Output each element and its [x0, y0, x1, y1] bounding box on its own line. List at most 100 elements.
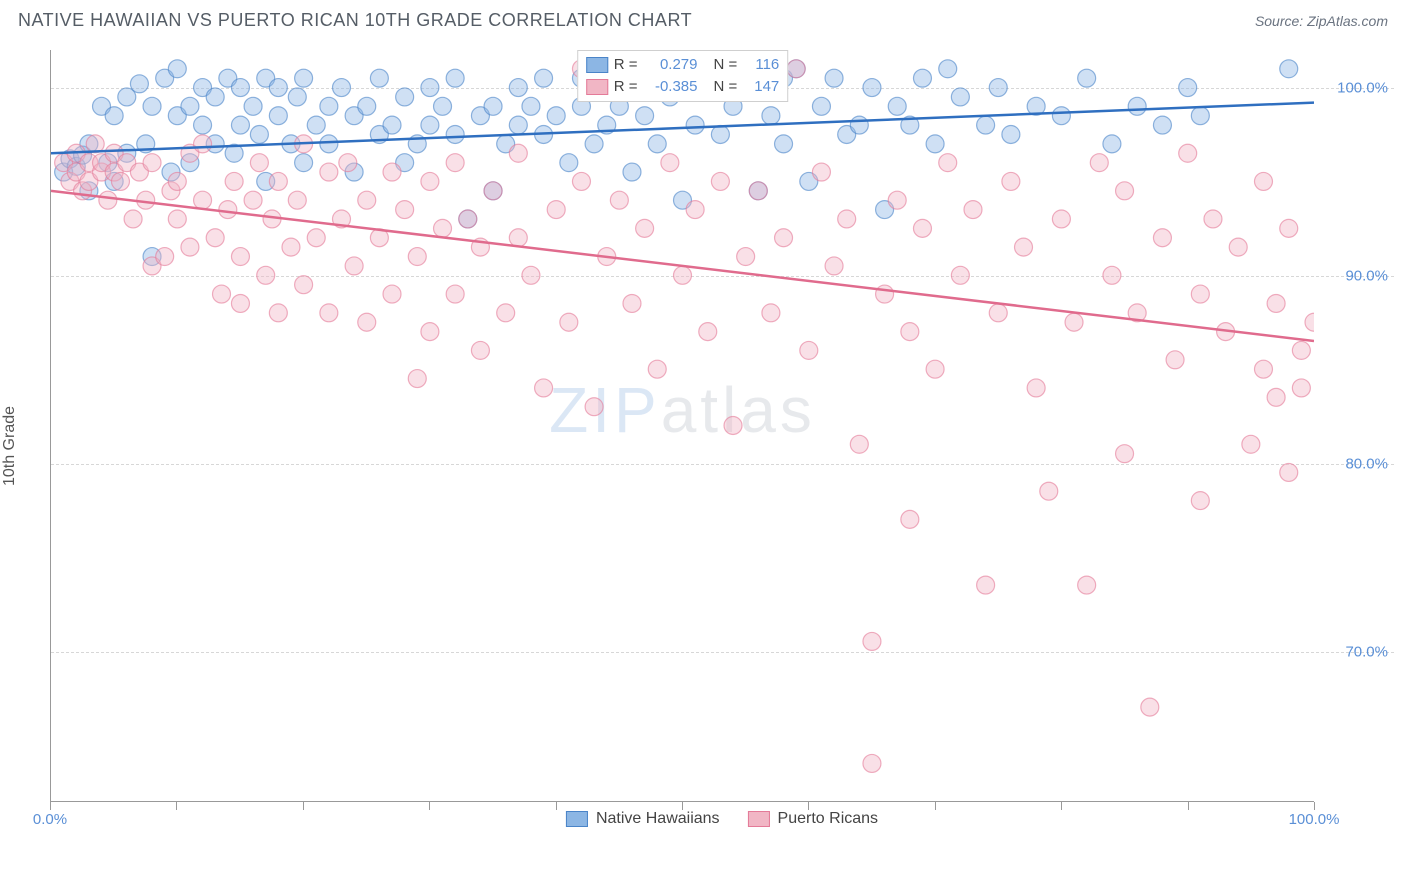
scatter-plot — [51, 50, 1314, 801]
data-point — [737, 248, 755, 266]
data-point — [358, 97, 376, 115]
data-point — [686, 201, 704, 219]
data-point — [1002, 125, 1020, 143]
x-tick — [1188, 802, 1189, 810]
data-point — [194, 191, 212, 209]
data-point — [358, 191, 376, 209]
data-point — [99, 191, 117, 209]
data-point — [421, 323, 439, 341]
data-point — [396, 88, 414, 106]
data-point — [383, 285, 401, 303]
x-tick — [429, 802, 430, 810]
data-point — [1002, 172, 1020, 190]
legend-r-label: R = — [614, 54, 638, 76]
data-point — [989, 304, 1007, 322]
data-point — [339, 154, 357, 172]
data-point — [964, 201, 982, 219]
data-point — [295, 69, 313, 87]
data-point — [1116, 182, 1134, 200]
data-point — [989, 79, 1007, 97]
data-point — [250, 125, 268, 143]
data-point — [1153, 229, 1171, 247]
data-point — [560, 154, 578, 172]
data-point — [762, 107, 780, 125]
data-point — [250, 154, 268, 172]
legend-item: Native Hawaiians — [566, 810, 720, 828]
x-tick — [808, 802, 809, 810]
data-point — [939, 154, 957, 172]
legend-n-value: 147 — [743, 76, 779, 98]
data-point — [825, 69, 843, 87]
data-point — [1280, 463, 1298, 481]
data-point — [762, 304, 780, 322]
data-point — [926, 360, 944, 378]
data-point — [471, 341, 489, 359]
data-point — [320, 304, 338, 322]
data-point — [775, 229, 793, 247]
data-point — [547, 107, 565, 125]
data-point — [863, 79, 881, 97]
data-point — [446, 69, 464, 87]
data-point — [572, 172, 590, 190]
legend-swatch — [586, 57, 608, 73]
data-point — [181, 97, 199, 115]
data-point — [244, 97, 262, 115]
data-point — [370, 69, 388, 87]
data-point — [699, 323, 717, 341]
legend-swatch — [586, 79, 608, 95]
y-axis-title: 10th Grade — [1, 406, 19, 486]
data-point — [1254, 360, 1272, 378]
data-point — [610, 191, 628, 209]
x-tick — [556, 802, 557, 810]
data-point — [812, 163, 830, 181]
data-point — [1179, 79, 1197, 97]
data-point — [1280, 60, 1298, 78]
data-point — [1204, 210, 1222, 228]
data-point — [484, 182, 502, 200]
data-point — [1267, 388, 1285, 406]
y-tick-label: 70.0% — [1345, 643, 1388, 660]
data-point — [674, 266, 692, 284]
data-point — [623, 163, 641, 181]
data-point — [320, 97, 338, 115]
data-point — [838, 210, 856, 228]
x-tick — [935, 802, 936, 810]
data-point — [225, 172, 243, 190]
data-point — [269, 304, 287, 322]
data-point — [585, 135, 603, 153]
data-point — [977, 576, 995, 594]
data-point — [1090, 154, 1108, 172]
data-point — [509, 116, 527, 134]
data-point — [509, 229, 527, 247]
data-point — [358, 313, 376, 331]
data-point — [269, 79, 287, 97]
data-point — [1078, 69, 1096, 87]
data-point — [787, 60, 805, 78]
data-point — [1179, 144, 1197, 162]
data-point — [547, 201, 565, 219]
data-point — [1254, 172, 1272, 190]
data-point — [1078, 576, 1096, 594]
data-point — [484, 97, 502, 115]
data-point — [257, 266, 275, 284]
x-tick — [682, 802, 683, 810]
legend-r-value: -0.385 — [644, 76, 698, 98]
data-point — [124, 210, 142, 228]
data-point — [446, 125, 464, 143]
data-point — [1065, 313, 1083, 331]
data-point — [130, 75, 148, 93]
plot-area: ZIPatlas R =0.279N =116R =-0.385N =147 — [50, 50, 1314, 802]
data-point — [939, 60, 957, 78]
y-tick-label: 100.0% — [1337, 79, 1388, 96]
data-point — [535, 379, 553, 397]
legend-n-label: N = — [714, 76, 738, 98]
data-point — [231, 116, 249, 134]
data-point — [269, 172, 287, 190]
data-point — [307, 116, 325, 134]
data-point — [850, 435, 868, 453]
data-point — [1191, 285, 1209, 303]
legend-n-value: 116 — [743, 54, 779, 76]
data-point — [901, 323, 919, 341]
data-point — [168, 172, 186, 190]
legend-label: Native Hawaiians — [596, 810, 720, 828]
